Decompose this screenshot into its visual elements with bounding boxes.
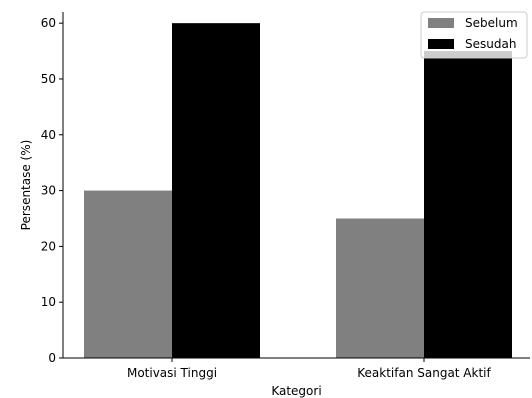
y-tick-label: 20 [41,239,56,253]
y-tick-label: 60 [41,16,56,30]
y-tick-label: 40 [41,128,56,142]
legend-swatch [428,39,454,49]
legend: Sebelum Sesudah [420,11,528,59]
plot-area [62,12,530,359]
legend-swatch [428,18,454,28]
bar [424,51,512,359]
legend-label: Sesudah [465,37,516,51]
bar [172,23,260,359]
y-tick-label: 0 [48,351,56,365]
bar [336,218,424,358]
legend-label: Sebelum [465,16,518,30]
x-tick-label: Keaktifan Sangat Aktif [357,366,491,380]
x-axis-label: Kategori [271,384,321,398]
x-tick-label: Motivasi Tinggi [127,366,217,380]
y-tick-label: 10 [41,295,56,309]
x-axis: Motivasi Tinggi Keaktifan Sangat Aktif [127,358,492,380]
bar [84,190,172,358]
y-tick-label: 50 [41,72,56,86]
y-axis-label: Persentase (%) [19,140,33,231]
y-tick-label: 30 [41,184,56,198]
y-axis: 0 10 20 30 40 50 60 [41,16,63,365]
